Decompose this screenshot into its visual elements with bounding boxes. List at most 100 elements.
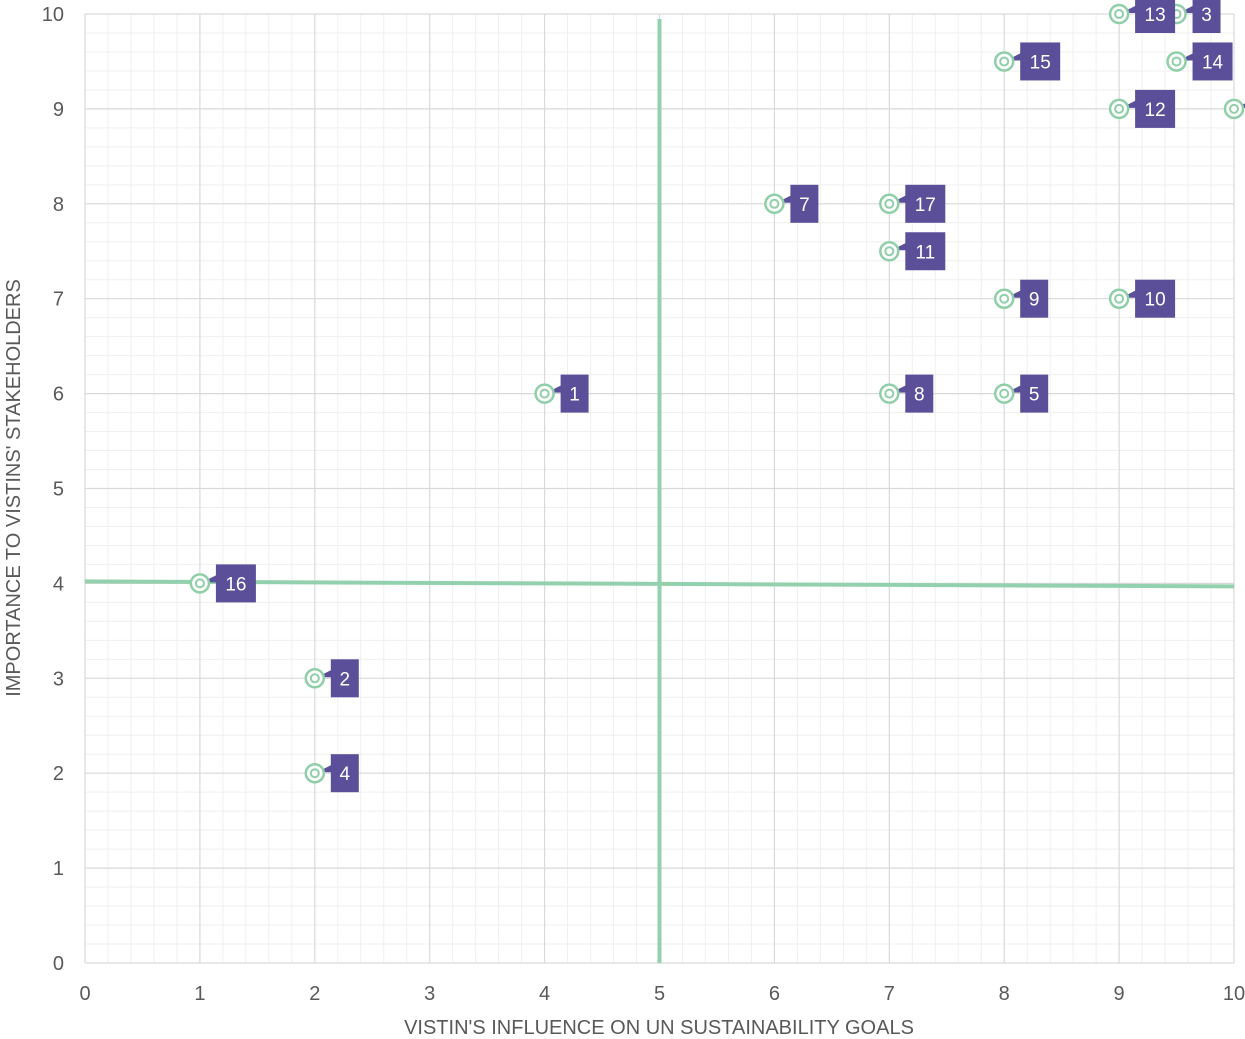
y-tick-label: 3 (53, 668, 64, 690)
point-label-box (1135, 279, 1176, 318)
data-point: 3 (1166, 0, 1221, 33)
point-label-box (1192, 0, 1221, 33)
point-marker (879, 383, 900, 404)
point-marker (304, 668, 326, 689)
point-marker (534, 383, 555, 404)
point-label: 8 (914, 385, 925, 406)
point-marker (304, 762, 326, 784)
point-marker (1223, 98, 1245, 120)
point-label-box (330, 754, 359, 793)
point-marker (1166, 51, 1187, 72)
data-point: 5 (993, 374, 1049, 413)
reference-line-horizontal (84, 579, 1235, 589)
point-marker-inner (1114, 103, 1125, 114)
point-marker (1108, 98, 1130, 120)
point-marker-inner (539, 388, 550, 399)
data-point: 1 (534, 374, 589, 413)
point-marker-inner (194, 578, 205, 589)
point-marker (1108, 3, 1130, 25)
point-label-box (790, 184, 819, 223)
x-tick-label: 3 (424, 983, 435, 1005)
y-tick-label: 5 (53, 479, 64, 501)
x-tick-label: 5 (654, 983, 665, 1005)
point-label: 1 (569, 385, 580, 406)
y-tick-label: 10 (42, 4, 64, 26)
data-point: 10 (1108, 279, 1176, 318)
y-tick-label: 1 (53, 858, 64, 880)
point-marker-inner (999, 56, 1010, 67)
point-marker-inner (884, 388, 895, 399)
x-tick-label: 7 (884, 983, 895, 1005)
y-tick-label: 2 (53, 763, 64, 785)
data-point: 13 (1108, 0, 1176, 33)
point-marker-inner (1114, 9, 1125, 19)
point-marker-inner (309, 768, 320, 779)
point-marker-inner (1171, 56, 1182, 67)
data-point: 15 (993, 42, 1061, 81)
point-marker-inner (1114, 293, 1125, 304)
point-label: 11 (915, 242, 935, 263)
data-point: 12 (1108, 89, 1176, 128)
y-tick-label: 6 (53, 384, 64, 406)
data-point: 4 (304, 754, 359, 793)
y-tick-label: 8 (53, 194, 64, 216)
point-label: 12 (1145, 100, 1166, 121)
point-marker (189, 573, 211, 594)
data-point: 9 (993, 279, 1049, 318)
point-label: 3 (1201, 5, 1212, 26)
point-label: 14 (1202, 52, 1224, 73)
point-label: 5 (1029, 385, 1040, 406)
point-marker-inner (999, 388, 1010, 399)
point-label: 7 (799, 195, 810, 216)
point-marker (879, 193, 900, 215)
point-marker (1108, 288, 1130, 309)
data-point: 2 (304, 659, 359, 698)
point-marker-inner (884, 246, 895, 257)
point-label: 13 (1145, 5, 1166, 26)
data-point: 8 (879, 374, 934, 413)
point-label-box (560, 374, 589, 413)
point-marker (993, 383, 1015, 404)
data-point: 17 (879, 184, 946, 223)
point-marker-inner (309, 673, 320, 684)
point-marker (993, 51, 1015, 72)
point-label-box (1192, 42, 1233, 81)
point-label: 15 (1030, 52, 1051, 73)
point-label: 9 (1029, 290, 1040, 311)
reference-lines (84, 19, 1235, 963)
point-label-box (1020, 279, 1049, 318)
data-point: 6 (1223, 98, 1245, 120)
point-label-box (215, 564, 256, 603)
x-tick-label: 6 (769, 983, 780, 1005)
x-tick-label: 1 (194, 983, 205, 1005)
data-point: 14 (1166, 42, 1233, 81)
point-marker-inner (769, 198, 780, 209)
point-label: 16 (225, 574, 246, 595)
y-axis-title: IMPORTANCE TO VISTINS' STAKEHOLDERS (3, 279, 25, 697)
point-marker-inner (884, 198, 895, 209)
data-point: 7 (764, 184, 819, 223)
point-label-box (905, 232, 946, 271)
point-label-box (330, 659, 359, 698)
x-axis-title: VISTIN'S INFLUENCE ON UN SUSTAINABILITY … (404, 1017, 914, 1039)
data-points: 1234567891011121314151617 (189, 0, 1245, 793)
point-marker (879, 241, 900, 262)
point-label-box (1135, 89, 1176, 128)
y-tick-label: 7 (53, 289, 64, 311)
x-tick-label: 10 (1223, 983, 1245, 1005)
point-label: 4 (340, 764, 351, 785)
point-marker-inner (1229, 103, 1239, 114)
point-label: 10 (1145, 290, 1166, 311)
y-tick-label: 0 (53, 953, 64, 975)
x-tick-label: 4 (539, 983, 550, 1005)
x-tick-label: 2 (309, 983, 320, 1005)
point-label: 2 (340, 669, 351, 690)
y-tick-label: 4 (53, 573, 64, 595)
point-label-box (1020, 374, 1049, 413)
point-label-box (905, 184, 946, 223)
point-label-box (1020, 42, 1061, 81)
point-marker-inner (999, 293, 1010, 304)
x-tick-label: 8 (999, 983, 1010, 1005)
